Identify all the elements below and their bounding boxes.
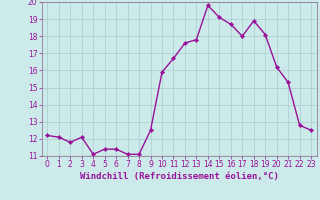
X-axis label: Windchill (Refroidissement éolien,°C): Windchill (Refroidissement éolien,°C) bbox=[80, 172, 279, 181]
